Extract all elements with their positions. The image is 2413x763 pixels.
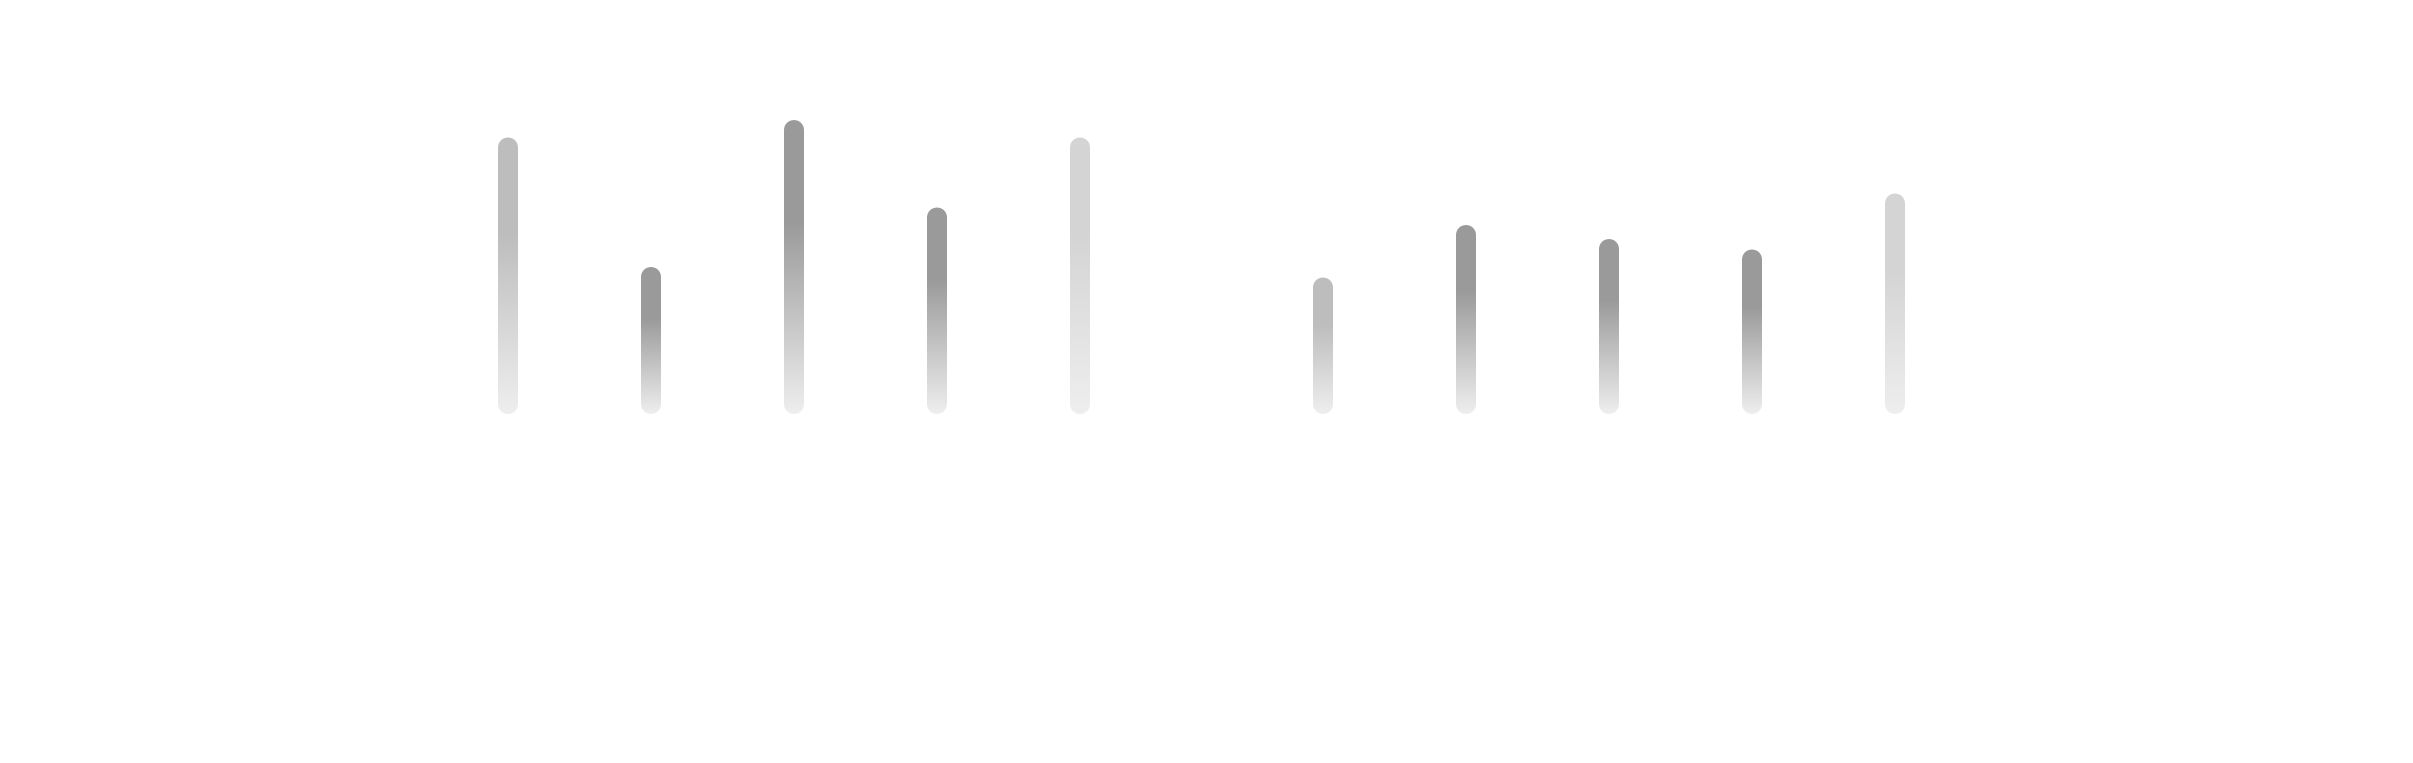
bar-1-4 [927,207,947,414]
bar-2-3 [1599,239,1619,414]
bar-2-2 [1456,225,1476,414]
bar-2-1 [1313,277,1333,414]
bar-2-5 [1885,193,1905,414]
bar-2-4 [1742,249,1762,414]
bar-1-1 [498,137,518,414]
bar-group-1 [498,120,1090,414]
bar-group-2 [1313,193,1905,414]
bars-layer [498,120,1905,414]
bar-1-3 [784,120,804,414]
bar-1-5 [1070,137,1090,414]
bar-1-2 [641,267,661,414]
